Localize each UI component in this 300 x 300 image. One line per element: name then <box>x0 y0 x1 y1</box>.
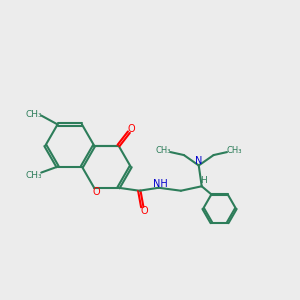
Text: CH₃: CH₃ <box>155 146 171 155</box>
Text: O: O <box>128 124 135 134</box>
Text: O: O <box>141 206 148 216</box>
Text: N: N <box>195 156 202 166</box>
Text: O: O <box>93 187 100 197</box>
Text: H: H <box>200 176 207 185</box>
Text: NH: NH <box>153 179 167 189</box>
Text: CH₃: CH₃ <box>26 110 42 118</box>
Text: CH₃: CH₃ <box>227 146 242 155</box>
Text: CH₃: CH₃ <box>26 171 42 180</box>
